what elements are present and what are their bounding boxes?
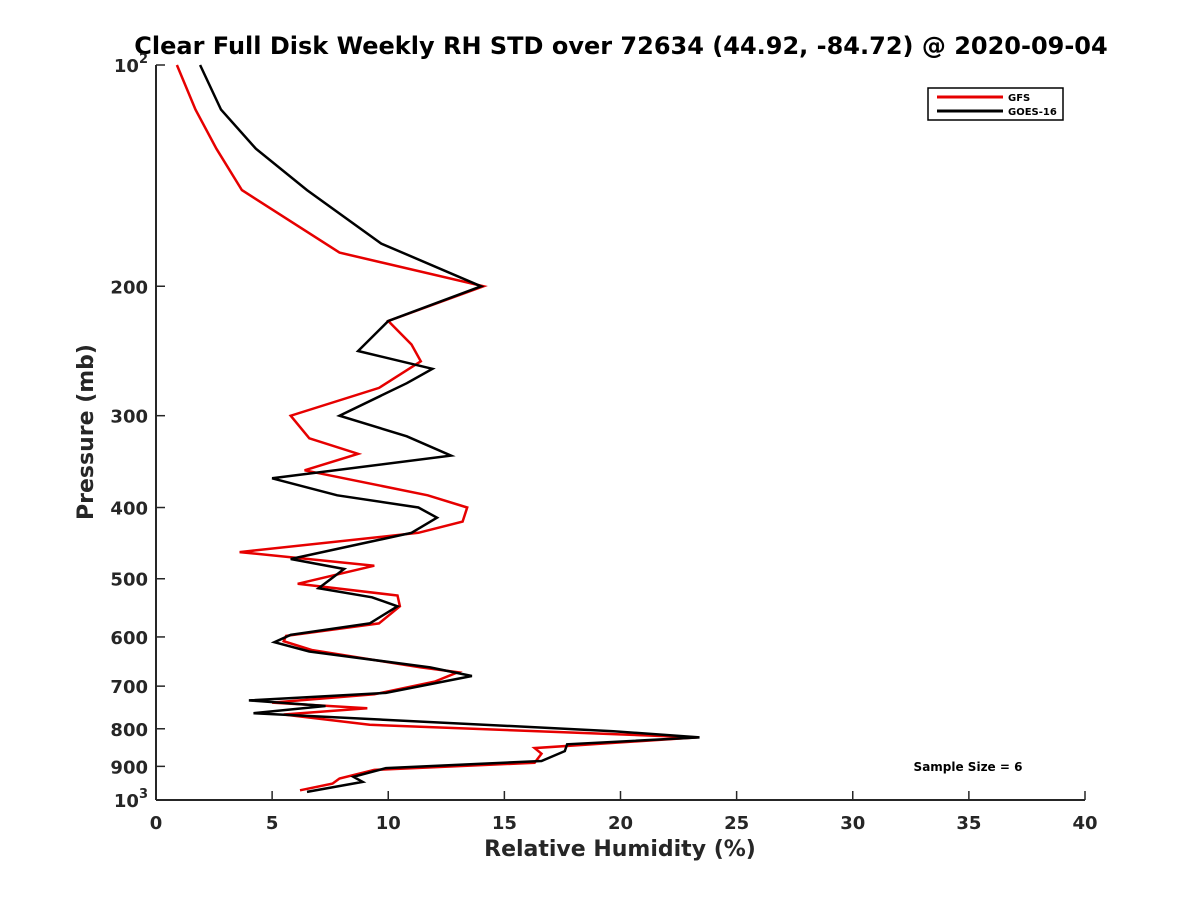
y-tick-label: 300 <box>110 407 148 428</box>
y-axis-label: Pressure (mb) <box>74 344 99 520</box>
x-tick-label: 15 <box>492 813 517 834</box>
x-tick-label: 0 <box>150 813 163 834</box>
y-tick-label: 700 <box>110 677 148 698</box>
y-tick-label: 102 <box>114 52 148 77</box>
y-tick-label: 103 <box>114 787 148 812</box>
legend-label-gfs: GFS <box>1008 93 1030 104</box>
legend-label-goes16: GOES-16 <box>1008 107 1057 118</box>
y-tick-label: 400 <box>110 499 148 520</box>
legend-box <box>927 87 1064 121</box>
legend: GFS GOES-16 <box>927 87 1064 121</box>
x-tick-label: 20 <box>608 813 633 834</box>
series-line-goes16 <box>198 64 700 794</box>
chart-title: Clear Full Disk Weekly RH STD over 72634… <box>134 32 1107 60</box>
x-tick-label: 30 <box>840 813 865 834</box>
x-tick-label: 40 <box>1072 813 1097 834</box>
x-tick-label: 25 <box>724 813 749 834</box>
sample-size-annotation: Sample Size = 6 <box>914 760 1023 774</box>
x-tick-label: 35 <box>956 813 981 834</box>
x-ticks: 0 5 10 15 20 25 30 35 40 <box>150 791 1098 834</box>
y-tick-label: 200 <box>110 277 148 298</box>
series-layer <box>175 64 700 794</box>
x-axis-label: Relative Humidity (%) <box>484 837 756 862</box>
y-ticks: 102 200 300 400 500 600 700 800 900 103 <box>110 52 165 812</box>
y-tick-label: 600 <box>110 628 148 649</box>
x-tick-label: 10 <box>376 813 401 834</box>
y-tick-label: 900 <box>110 757 148 778</box>
x-tick-label: 5 <box>266 813 279 834</box>
y-tick-label: 800 <box>110 720 148 741</box>
y-tick-label: 500 <box>110 570 148 591</box>
